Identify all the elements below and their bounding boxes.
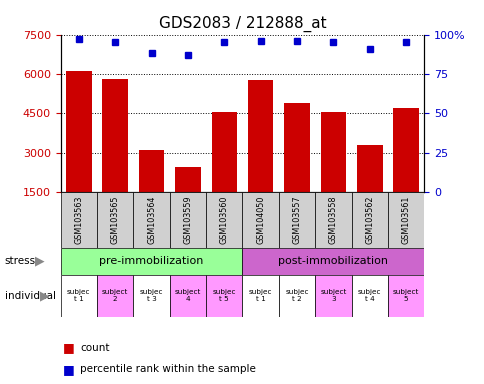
Text: count: count — [80, 343, 109, 353]
Text: subjec
t 2: subjec t 2 — [285, 289, 308, 302]
Bar — [206, 192, 242, 248]
Bar — [102, 79, 128, 192]
Bar — [133, 192, 169, 248]
Bar — [169, 192, 206, 248]
Text: individual: individual — [5, 291, 56, 301]
Bar — [175, 167, 200, 192]
Bar — [242, 248, 424, 275]
Bar — [242, 275, 278, 317]
Bar — [315, 192, 351, 248]
Bar — [393, 108, 418, 192]
Text: ■: ■ — [63, 341, 75, 354]
Bar — [284, 103, 309, 192]
Bar — [278, 192, 315, 248]
Text: subjec
t 1: subjec t 1 — [248, 289, 272, 302]
Bar — [356, 145, 382, 192]
Text: GSM103557: GSM103557 — [292, 195, 301, 244]
Bar — [211, 112, 237, 192]
Text: stress: stress — [5, 256, 36, 266]
Bar — [278, 275, 315, 317]
Bar — [320, 112, 346, 192]
Bar — [66, 71, 91, 192]
Text: percentile rank within the sample: percentile rank within the sample — [80, 364, 256, 374]
Bar — [206, 275, 242, 317]
Bar — [351, 275, 387, 317]
Text: post-immobilization: post-immobilization — [278, 256, 388, 266]
Bar — [60, 275, 97, 317]
Text: GSM103564: GSM103564 — [147, 196, 156, 244]
Bar — [387, 275, 424, 317]
Text: GSM103558: GSM103558 — [328, 195, 337, 244]
Bar — [351, 192, 387, 248]
Bar — [138, 150, 164, 192]
Text: subject
4: subject 4 — [174, 289, 201, 302]
Text: GSM103560: GSM103560 — [219, 196, 228, 244]
Bar — [97, 192, 133, 248]
Text: ▶: ▶ — [40, 289, 49, 302]
Text: GSM103563: GSM103563 — [74, 196, 83, 244]
Bar — [247, 81, 273, 192]
Text: subject
3: subject 3 — [319, 289, 346, 302]
Text: GSM104050: GSM104050 — [256, 196, 265, 244]
Text: subjec
t 3: subjec t 3 — [139, 289, 163, 302]
Bar — [242, 192, 278, 248]
Text: subjec
t 5: subjec t 5 — [212, 289, 236, 302]
Bar — [387, 192, 424, 248]
Bar — [169, 275, 206, 317]
Text: GSM103559: GSM103559 — [183, 195, 192, 244]
Text: subject
5: subject 5 — [392, 289, 419, 302]
Bar — [133, 275, 169, 317]
Text: pre-immobilization: pre-immobilization — [99, 256, 203, 266]
Text: subject
2: subject 2 — [102, 289, 128, 302]
Bar — [60, 192, 97, 248]
Text: ▶: ▶ — [35, 255, 45, 268]
Bar — [315, 275, 351, 317]
Text: subjec
t 4: subjec t 4 — [357, 289, 381, 302]
Text: GSM103561: GSM103561 — [401, 196, 410, 244]
Bar — [97, 275, 133, 317]
Text: GSM103562: GSM103562 — [364, 195, 374, 244]
Text: ■: ■ — [63, 363, 75, 376]
Title: GDS2083 / 212888_at: GDS2083 / 212888_at — [158, 16, 326, 32]
Text: GSM103565: GSM103565 — [110, 195, 120, 244]
Bar — [60, 248, 242, 275]
Text: subjec
t 1: subjec t 1 — [67, 289, 91, 302]
